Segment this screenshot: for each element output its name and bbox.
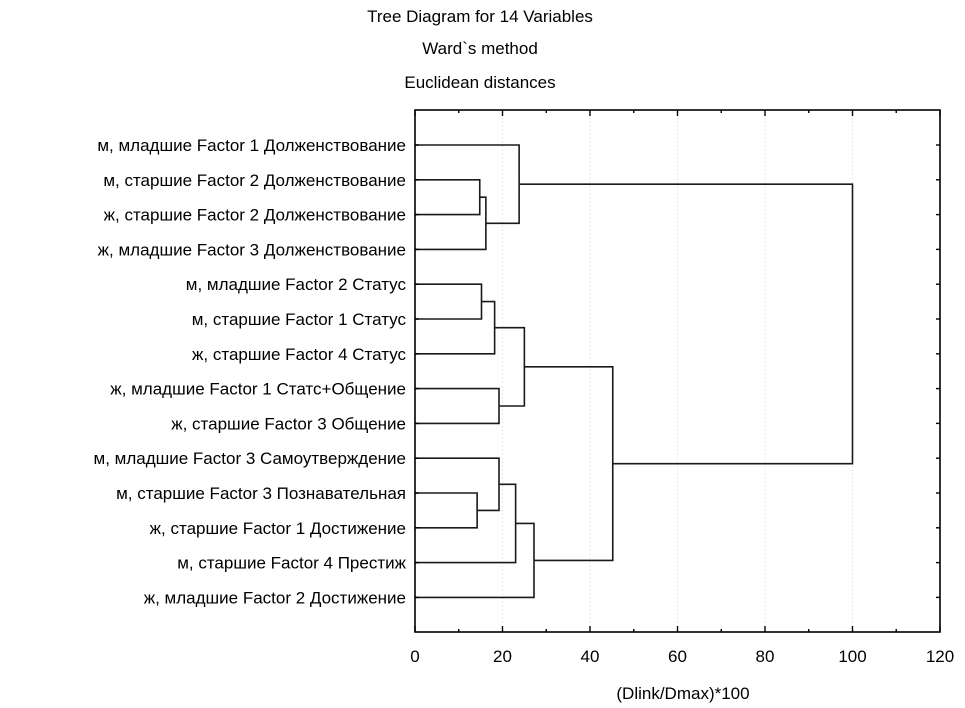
x-tick-label: 80 xyxy=(756,647,775,666)
dendrogram-link-c13 xyxy=(519,183,854,465)
leaf-label: ж, старшие Factor 2 Долженствование xyxy=(104,206,406,225)
chart-title-line-3: Euclidean distances xyxy=(404,73,555,92)
x-tick-label: 0 xyxy=(410,647,419,666)
x-tick-labels: 0 20 40 60 80 100 120 xyxy=(410,647,954,666)
x-tick-label: 120 xyxy=(926,647,954,666)
gridlines xyxy=(502,110,853,632)
axis-ticks xyxy=(414,110,941,632)
leaf-labels: м, младшие Factor 1 Долженствование м, ст… xyxy=(94,136,407,607)
leaf-label: м, старшие Factor 2 Долженствование xyxy=(103,171,406,190)
x-tick-label: 20 xyxy=(493,647,512,666)
dendrogram-link-c3 xyxy=(415,144,520,225)
chart-title-line-1: Tree Diagram for 14 Variables xyxy=(367,7,593,26)
dendrogram-link-c9 xyxy=(415,457,500,512)
leaf-label: ж, старшие Factor 1 Достижение xyxy=(150,519,406,538)
leaf-label: м, младшие Factor 2 Статус xyxy=(186,275,407,294)
dendrogram-link-c12 xyxy=(524,366,614,562)
leaf-label: ж, младшие Factor 3 Долженствование xyxy=(98,240,406,259)
leaf-label: м, старшие Factor 1 Статус xyxy=(192,310,407,329)
leaf-label: м, старшие Factor 4 Престиж xyxy=(177,554,406,573)
dendrogram-link-c2 xyxy=(415,196,487,251)
dendrogram-link-c4 xyxy=(415,283,483,320)
x-tick-label: 40 xyxy=(581,647,600,666)
dendrogram-link-c8 xyxy=(415,492,478,529)
leaf-label: ж, младшие Factor 2 Достижение xyxy=(144,588,406,607)
chart-title-line-2: Ward`s method xyxy=(422,39,538,58)
dendrogram-link-c1 xyxy=(415,179,481,216)
leaf-label: ж, младшие Factor 1 Статс+Общение xyxy=(110,380,406,399)
leaf-label: м, младшие Factor 1 Долженствование xyxy=(97,136,406,155)
dendrogram-link-c5 xyxy=(415,300,496,355)
leaf-label: м, старшие Factor 3 Познавательная xyxy=(116,484,406,503)
leaf-label: ж, старшие Factor 4 Статус xyxy=(192,345,406,364)
x-tick-label: 100 xyxy=(838,647,866,666)
x-tick-label: 60 xyxy=(668,647,687,666)
dendrogram-link-c10 xyxy=(415,483,517,564)
dendrogram-links xyxy=(415,144,854,599)
leaf-label: м, младшие Factor 3 Самоутверждение xyxy=(94,449,407,468)
leaf-label: ж, старшие Factor 3 Общение xyxy=(171,414,406,433)
dendrogram-link-c6 xyxy=(415,387,500,425)
x-axis-title: (Dlink/Dmax)*100 xyxy=(616,684,749,703)
